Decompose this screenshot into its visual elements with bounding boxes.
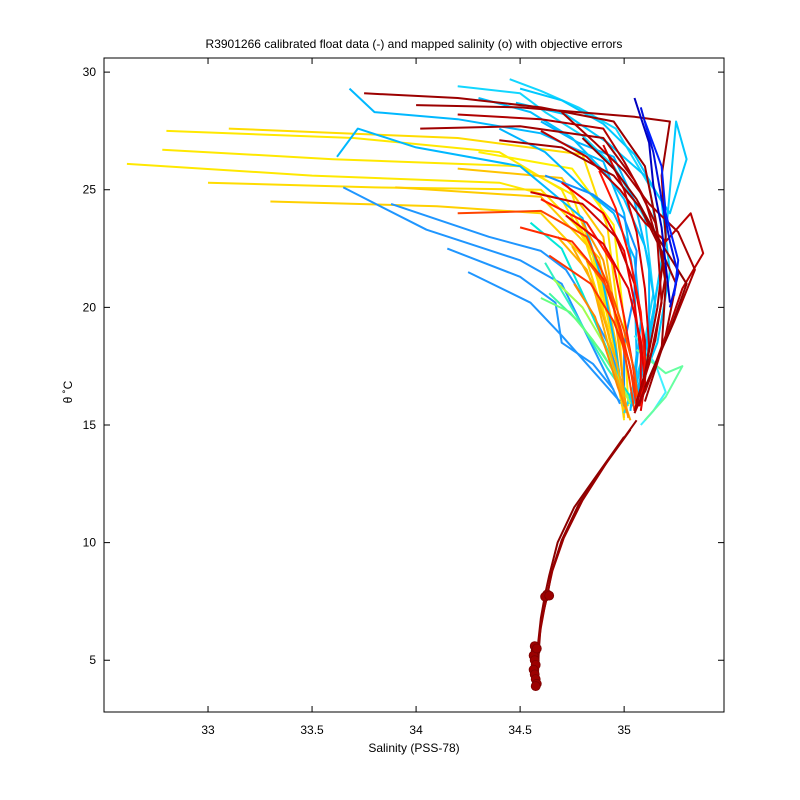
profile-line-6: [395, 186, 626, 419]
profile-line-0: [126, 162, 626, 421]
y-tick-label-1: 10: [83, 536, 97, 550]
profile-line-10: [342, 186, 621, 405]
profile-line-33: [556, 236, 626, 398]
profile-line-48: [499, 139, 678, 393]
profile-line-51: [581, 137, 688, 388]
profile-line-57: [534, 419, 638, 684]
x-tick-label-1: 33.5: [300, 723, 324, 737]
profile-line-14: [348, 87, 638, 412]
profile-line-4: [228, 127, 626, 397]
mapped-salinity-point-12: [530, 681, 541, 691]
profile-line-34: [457, 209, 636, 412]
profile-line-40: [530, 191, 646, 393]
profile-line-52: [633, 97, 671, 303]
y-tick-label-3: 20: [83, 300, 97, 314]
x-tick-label-0: 33: [201, 723, 215, 737]
profile-line-44: [364, 92, 667, 402]
y-tick-label-2: 15: [83, 418, 97, 432]
profile-line-37: [561, 181, 642, 402]
profile-line-42: [598, 170, 646, 407]
y-axis-label: θ ˚C: [61, 380, 75, 403]
profile-line-1: [162, 148, 626, 416]
axis-ticks: 33 33.5 34 34.5 35 5 10 15 20 25 30: [83, 58, 724, 737]
y-tick-label-5: 30: [83, 65, 97, 79]
profile-line-41: [585, 259, 640, 407]
profile-line-55: [535, 436, 625, 687]
y-tick-label-4: 25: [83, 183, 97, 197]
plot-area: [126, 78, 705, 691]
profile-line-32: [573, 283, 630, 416]
plot-frame: [103, 57, 725, 713]
profile-line-9: [336, 127, 626, 407]
x-tick-label-2: 34: [409, 723, 423, 737]
x-tick-label-3: 34.5: [508, 723, 532, 737]
profile-line-11: [446, 247, 615, 391]
profile-line-49: [540, 130, 705, 407]
mapped-salinity-point-13: [531, 643, 542, 654]
mapped-salinity-point-2: [544, 590, 555, 601]
profile-line-2: [166, 129, 626, 414]
x-axis-label: Salinity (PSS-78): [368, 741, 459, 755]
profile-line-12: [467, 271, 621, 403]
profile-line-56: [536, 429, 632, 680]
x-tick-label-4: 35: [617, 723, 631, 737]
profile-line-38: [548, 254, 638, 398]
profile-line-3: [207, 181, 626, 412]
y-tick-label-0: 5: [89, 653, 96, 667]
profile-line-54: [643, 121, 680, 296]
chart-title: R3901266 calibrated float data (-) and m…: [206, 37, 623, 51]
